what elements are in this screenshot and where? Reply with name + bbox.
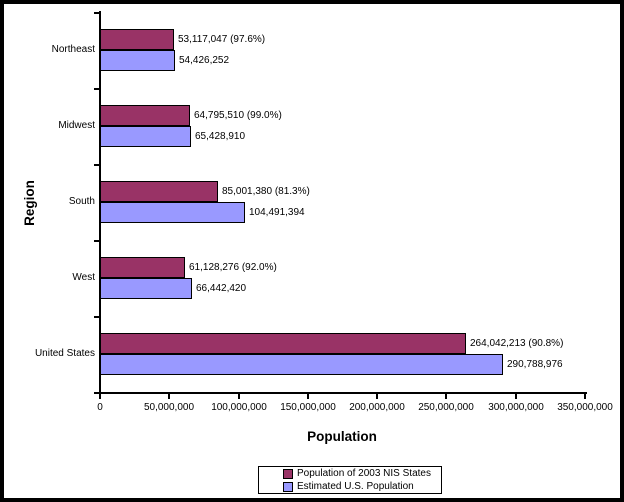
bar-value-label: 65,428,910 xyxy=(195,131,246,142)
bar-nis-states xyxy=(100,105,190,126)
legend-item-nis-states: Population of 2003 NIS States xyxy=(283,467,441,480)
bar-value-label: 264,042,213 (90.8%) xyxy=(470,338,564,349)
bar-value-label: 104,491,394 xyxy=(249,207,305,218)
bar-nis-states xyxy=(100,333,466,354)
x-axis-tick xyxy=(584,392,586,399)
x-axis-tick xyxy=(307,392,309,399)
bar-value-label: 53,117,047 (97.6%) xyxy=(178,34,266,45)
x-axis-tick-label: 250,000,000 xyxy=(418,402,474,413)
x-axis-tick-label: 100,000,000 xyxy=(211,402,267,413)
x-axis-tick-label: 300,000,000 xyxy=(488,402,544,413)
bar-value-label: 61,128,276 (92.0%) xyxy=(189,262,277,273)
bar-nis-states xyxy=(100,181,218,202)
category-label: Northeast xyxy=(51,44,95,55)
legend-swatch-us-population xyxy=(283,481,293,492)
legend-item-us-population: Estimated U.S. Population xyxy=(283,480,441,493)
x-axis-title: Population xyxy=(307,429,377,444)
x-axis-tick-label: 0 xyxy=(97,402,103,413)
category-label: West xyxy=(72,272,95,283)
y-axis-tick xyxy=(94,392,100,394)
bar-nis-states xyxy=(100,29,174,50)
bar-us-population xyxy=(100,202,245,223)
y-axis-tick xyxy=(94,240,100,242)
x-axis-tick-label: 150,000,000 xyxy=(280,402,336,413)
legend-label-nis-states: Population of 2003 NIS States xyxy=(297,467,431,479)
bar-value-label: 66,442,420 xyxy=(196,283,247,294)
bar-us-population xyxy=(100,50,175,71)
category-label: United States xyxy=(34,348,95,359)
y-axis-tick xyxy=(94,88,100,90)
x-axis-tick-label: 50,000,000 xyxy=(143,402,195,413)
bar-value-label: 64,795,510 (99.0%) xyxy=(194,110,282,121)
x-axis-tick-label: 350,000,000 xyxy=(557,402,613,413)
legend-swatch-nis-states xyxy=(283,468,293,479)
x-axis-tick xyxy=(238,392,240,399)
category-label: Midwest xyxy=(58,120,95,131)
y-axis-tick xyxy=(94,12,100,14)
x-axis-tick xyxy=(376,392,378,399)
category-label: South xyxy=(68,196,95,207)
legend-label-us-population: Estimated U.S. Population xyxy=(297,480,414,492)
bar-nis-states xyxy=(100,257,185,278)
x-axis-line xyxy=(99,392,587,394)
x-axis-tick xyxy=(168,392,170,399)
bar-value-label: 85,001,380 (81.3%) xyxy=(222,186,310,197)
x-axis-tick xyxy=(445,392,447,399)
x-axis-tick xyxy=(99,392,101,399)
x-axis-tick xyxy=(515,392,517,399)
bar-value-label: 290,788,976 xyxy=(507,359,563,370)
legend: Population of 2003 NIS States Estimated … xyxy=(258,466,442,494)
y-axis-tick xyxy=(94,164,100,166)
y-axis-tick xyxy=(94,316,100,318)
x-axis-tick-label: 200,000,000 xyxy=(349,402,405,413)
bar-us-population xyxy=(100,126,191,147)
bar-value-label: 54,426,252 xyxy=(179,55,230,66)
bar-us-population xyxy=(100,354,503,375)
bar-us-population xyxy=(100,278,192,299)
